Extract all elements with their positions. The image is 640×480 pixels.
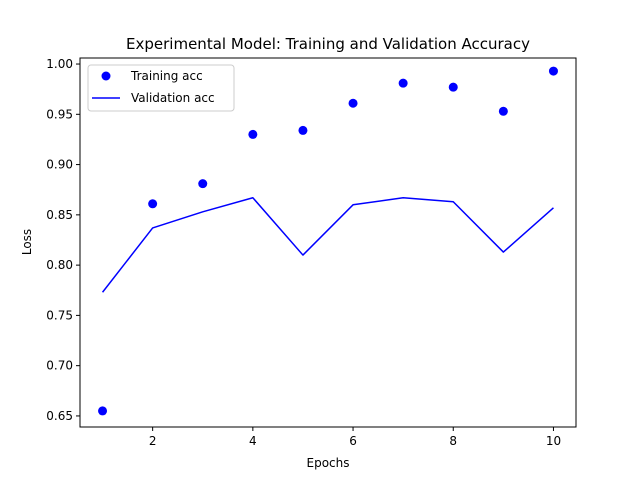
legend-marker-training — [101, 71, 111, 81]
data-point-training — [148, 199, 158, 209]
legend-label-validation: Validation acc — [131, 91, 215, 105]
y-tick-label: 0.75 — [46, 308, 73, 322]
chart-title: Experimental Model: Training and Validat… — [126, 35, 530, 53]
data-point-training — [498, 106, 508, 116]
data-point-training — [548, 66, 558, 76]
legend-box — [87, 64, 235, 112]
plot-series — [98, 66, 558, 416]
y-tick-label: 0.80 — [46, 258, 73, 272]
y-tick-label: 0.70 — [46, 359, 73, 373]
data-point-training — [448, 82, 458, 92]
x-tick-label: 10 — [546, 434, 561, 448]
y-tick-label: 0.85 — [46, 208, 73, 222]
data-point-training — [298, 125, 308, 135]
x-tick-label: 6 — [349, 434, 357, 448]
series-line-validation — [101, 197, 554, 293]
y-tick-label: 0.65 — [46, 409, 73, 423]
x-tick-label: 4 — [249, 434, 257, 448]
data-point-training — [98, 406, 108, 416]
legend-label-training: Training acc — [130, 69, 203, 83]
x-tick-label: 8 — [449, 434, 457, 448]
x-axis-label: Epochs — [307, 456, 350, 470]
data-point-training — [348, 98, 358, 108]
data-point-training — [248, 129, 258, 139]
data-point-training — [398, 78, 408, 88]
legend: Training acc Validation acc — [87, 64, 235, 112]
plot-frame — [79, 57, 577, 428]
y-axis-label: Loss — [20, 229, 34, 255]
x-tick-label: 2 — [149, 434, 157, 448]
y-tick-label: 0.95 — [46, 107, 73, 121]
y-tick-label: 1.00 — [46, 57, 73, 71]
data-point-training — [198, 179, 208, 189]
x-axis-ticks: 2 4 6 8 10 — [149, 427, 561, 448]
y-tick-label: 0.90 — [46, 158, 73, 172]
y-axis-ticks: 0.65 0.70 0.75 0.80 0.85 0.90 0.95 1.00 — [46, 57, 80, 423]
